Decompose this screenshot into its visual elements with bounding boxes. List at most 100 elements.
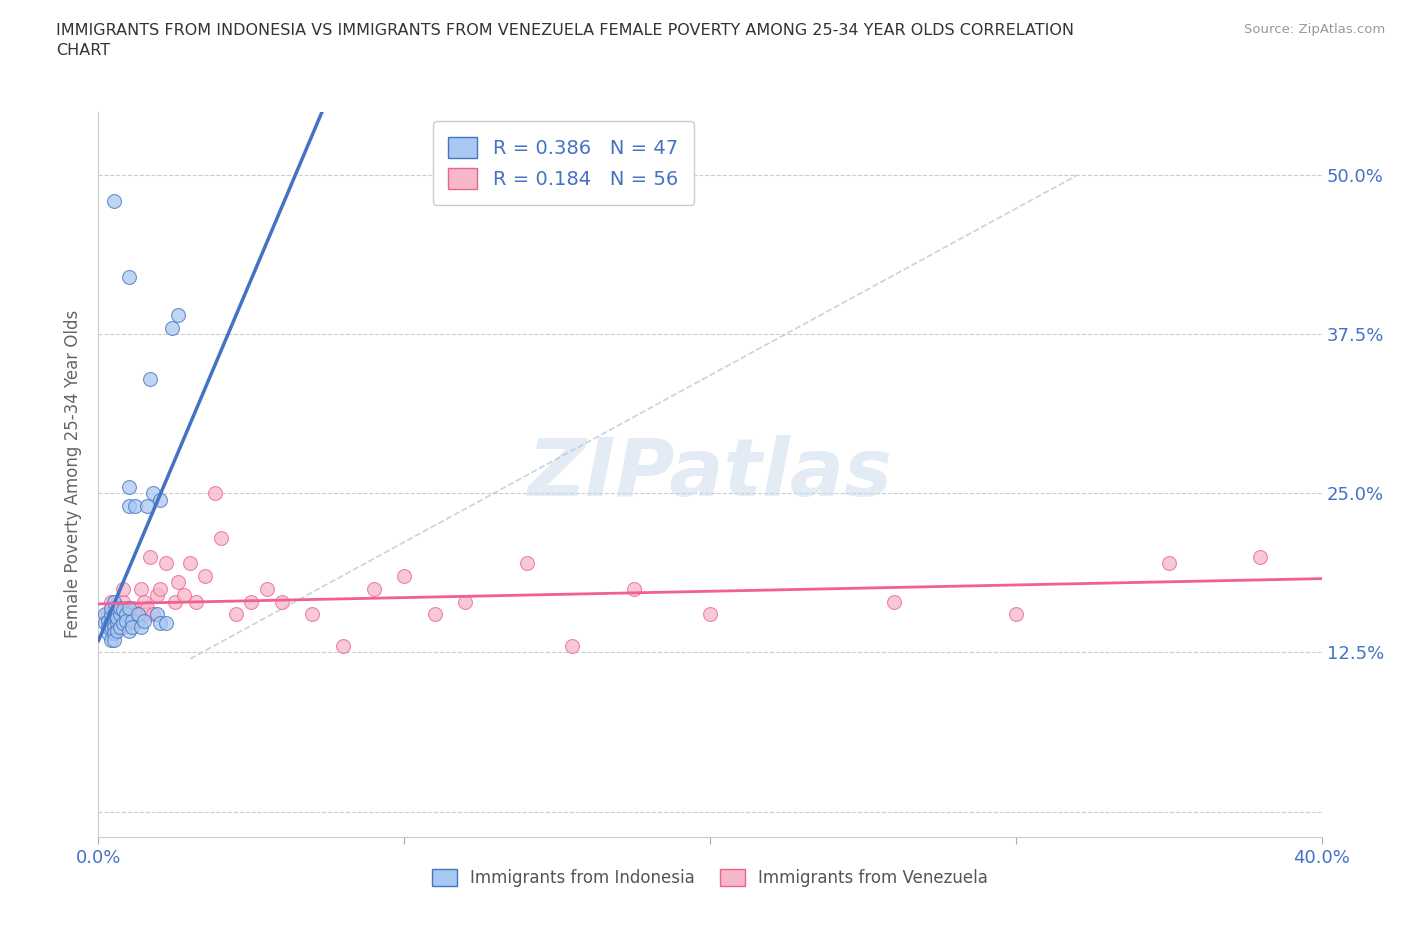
Point xyxy=(142,486,165,501)
Point xyxy=(163,594,186,609)
Point xyxy=(240,594,263,609)
Point xyxy=(103,193,125,208)
Point xyxy=(108,607,131,622)
Point xyxy=(149,616,172,631)
Text: ZIPatlas: ZIPatlas xyxy=(527,435,893,513)
Point xyxy=(103,594,125,609)
Point xyxy=(1157,556,1180,571)
Point xyxy=(136,498,159,513)
Point xyxy=(118,270,141,285)
Point xyxy=(155,556,177,571)
Point xyxy=(160,321,183,336)
Point xyxy=(118,623,141,638)
Point xyxy=(225,607,247,622)
Point xyxy=(105,616,128,631)
Point xyxy=(142,607,165,622)
Point xyxy=(103,619,125,634)
Point xyxy=(145,588,167,603)
Point xyxy=(127,607,149,622)
Point xyxy=(118,601,141,616)
Point xyxy=(363,581,385,596)
Point xyxy=(97,626,120,641)
Point xyxy=(883,594,905,609)
Point xyxy=(124,607,146,622)
Point xyxy=(423,607,446,622)
Point xyxy=(194,568,217,583)
Point xyxy=(270,594,292,609)
Point xyxy=(108,619,131,634)
Point xyxy=(186,594,208,609)
Point xyxy=(105,623,128,638)
Point xyxy=(209,530,232,545)
Point xyxy=(103,632,125,647)
Point xyxy=(118,607,141,622)
Point xyxy=(115,613,138,628)
Point xyxy=(699,607,721,622)
Point xyxy=(97,613,120,628)
Point xyxy=(392,568,416,583)
Point xyxy=(100,619,122,634)
Point xyxy=(139,371,162,386)
Point xyxy=(100,632,122,647)
Point xyxy=(1004,607,1026,622)
Point xyxy=(97,619,120,634)
Point xyxy=(111,594,134,609)
Point xyxy=(134,613,156,628)
Point xyxy=(111,581,134,596)
Point xyxy=(139,550,162,565)
Point xyxy=(129,619,152,634)
Point xyxy=(111,616,134,631)
Point xyxy=(516,556,538,571)
Point xyxy=(136,607,159,622)
Point xyxy=(145,607,167,622)
Point xyxy=(100,619,122,634)
Point xyxy=(115,601,138,616)
Point xyxy=(100,607,122,622)
Point xyxy=(256,581,278,596)
Point xyxy=(167,308,190,323)
Point xyxy=(127,613,149,628)
Point xyxy=(100,594,122,609)
Point xyxy=(93,616,115,631)
Text: Source: ZipAtlas.com: Source: ZipAtlas.com xyxy=(1244,23,1385,36)
Text: IMMIGRANTS FROM INDONESIA VS IMMIGRANTS FROM VENEZUELA FEMALE POVERTY AMONG 25-3: IMMIGRANTS FROM INDONESIA VS IMMIGRANTS … xyxy=(56,23,1074,58)
Point xyxy=(100,613,122,628)
Point xyxy=(155,616,177,631)
Point xyxy=(97,607,120,622)
Legend: Immigrants from Indonesia, Immigrants from Venezuela: Immigrants from Indonesia, Immigrants fr… xyxy=(425,862,995,894)
Point xyxy=(121,601,143,616)
Point xyxy=(103,607,125,622)
Point xyxy=(124,498,146,513)
Point xyxy=(179,556,201,571)
Point xyxy=(167,575,190,590)
Point xyxy=(100,601,122,616)
Point xyxy=(118,498,141,513)
Point xyxy=(108,607,131,622)
Point xyxy=(105,611,128,626)
Point xyxy=(105,611,128,626)
Point xyxy=(301,607,323,622)
Point xyxy=(623,581,645,596)
Point xyxy=(561,639,583,654)
Point xyxy=(118,480,141,495)
Point xyxy=(121,619,143,634)
Point xyxy=(149,492,172,507)
Point xyxy=(103,626,125,641)
Point xyxy=(105,616,128,631)
Point xyxy=(134,594,156,609)
Point xyxy=(121,616,143,631)
Point xyxy=(93,607,115,622)
Point xyxy=(204,486,226,501)
Point xyxy=(118,616,141,631)
Point xyxy=(136,601,159,616)
Point xyxy=(332,639,354,654)
Point xyxy=(103,613,125,628)
Point xyxy=(103,613,125,628)
Point xyxy=(454,594,477,609)
Point xyxy=(121,613,143,628)
Point xyxy=(115,607,138,622)
Point xyxy=(1249,550,1271,565)
Y-axis label: Female Poverty Among 25-34 Year Olds: Female Poverty Among 25-34 Year Olds xyxy=(65,311,83,638)
Point xyxy=(108,616,131,631)
Point xyxy=(111,619,134,634)
